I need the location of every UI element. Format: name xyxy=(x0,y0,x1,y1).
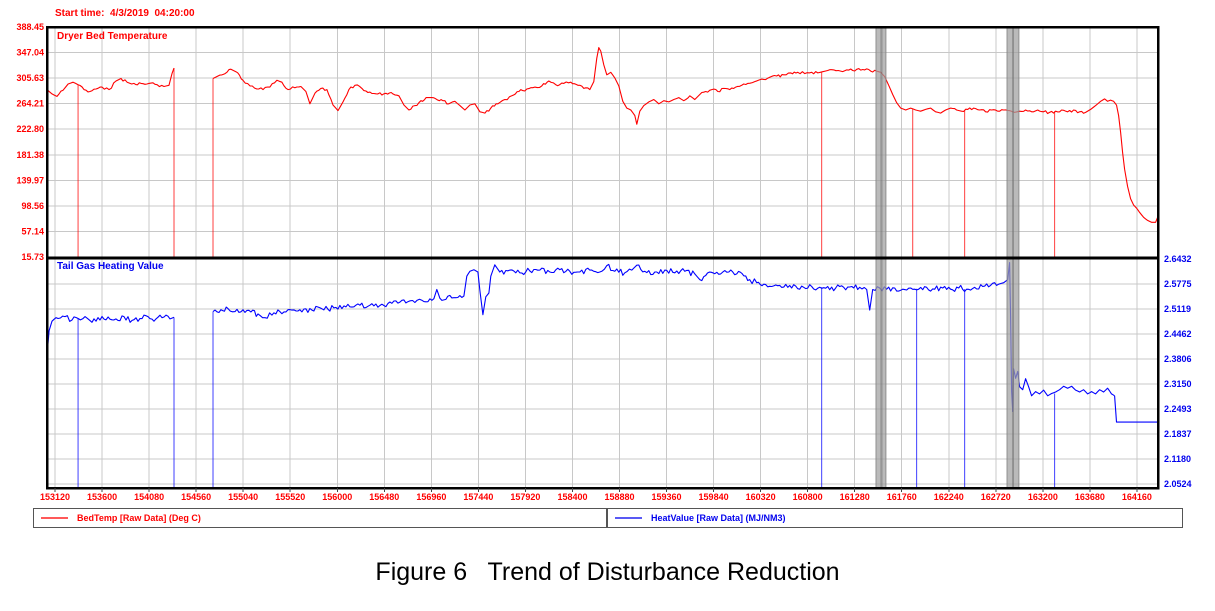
svg-text:154560: 154560 xyxy=(181,492,211,502)
svg-text:162720: 162720 xyxy=(981,492,1011,502)
svg-text:161760: 161760 xyxy=(887,492,917,502)
svg-text:2.1837: 2.1837 xyxy=(1164,429,1192,439)
svg-text:154080: 154080 xyxy=(134,492,164,502)
svg-text:158400: 158400 xyxy=(557,492,587,502)
svg-text:264.21: 264.21 xyxy=(16,99,44,109)
right-axis-labels: 2.6432 2.5775 2.5119 2.4462 2.3806 2.3150 2.24… xyxy=(1164,254,1192,489)
svg-text:139.97: 139.97 xyxy=(16,175,44,185)
svg-text:15.73: 15.73 xyxy=(21,252,44,262)
svg-text:159360: 159360 xyxy=(652,492,682,502)
svg-text:156480: 156480 xyxy=(369,492,399,502)
svg-text:153120: 153120 xyxy=(40,492,70,502)
legend-item-bedtemp: BedTemp [Raw Data] (Deg C) xyxy=(33,508,607,528)
svg-text:2.3806: 2.3806 xyxy=(1164,354,1192,364)
svg-text:160800: 160800 xyxy=(793,492,823,502)
svg-text:2.6432: 2.6432 xyxy=(1164,254,1192,264)
svg-text:160320: 160320 xyxy=(746,492,776,502)
plot-border xyxy=(45,25,1160,490)
svg-text:155040: 155040 xyxy=(228,492,258,502)
svg-text:153600: 153600 xyxy=(87,492,117,502)
svg-text:157920: 157920 xyxy=(510,492,540,502)
svg-text:163200: 163200 xyxy=(1028,492,1058,502)
svg-text:157440: 157440 xyxy=(463,492,493,502)
svg-text:156000: 156000 xyxy=(322,492,352,502)
svg-text:222.80: 222.80 xyxy=(16,124,44,134)
start-time-label: Start time: 4/3/2019 04:20:00 xyxy=(55,8,195,19)
left-axis-labels: 388.45 347.04 305.63 264.21 222.80 181.38 139.… xyxy=(16,22,44,262)
svg-text:155520: 155520 xyxy=(275,492,305,502)
svg-text:163680: 163680 xyxy=(1075,492,1105,502)
svg-text:2.4462: 2.4462 xyxy=(1164,329,1192,339)
svg-text:181.38: 181.38 xyxy=(16,150,44,160)
svg-text:57.14: 57.14 xyxy=(21,226,44,236)
svg-text:388.45: 388.45 xyxy=(16,22,44,32)
legend-item-heatvalue: HeatValue [Raw Data] (MJ/NM3) xyxy=(607,508,1183,528)
svg-text:164160: 164160 xyxy=(1122,492,1152,502)
svg-text:2.2493: 2.2493 xyxy=(1164,404,1192,414)
svg-text:2.3150: 2.3150 xyxy=(1164,379,1192,389)
trend-plot: 153120 153600 154080 154560 155040 155520 1560… xyxy=(16,22,1192,502)
panel-title-tail-gas-heating-value: Tail Gas Heating Value xyxy=(57,261,164,272)
svg-text:158880: 158880 xyxy=(604,492,634,502)
legend-label-heatvalue: HeatValue [Raw Data] (MJ/NM3) xyxy=(651,513,786,523)
x-axis-labels: 153120 153600 154080 154560 155040 155520 1560… xyxy=(40,488,1152,502)
legend-label-bedtemp: BedTemp [Raw Data] (Deg C) xyxy=(77,513,201,523)
svg-text:2.1180: 2.1180 xyxy=(1164,454,1191,464)
panel-title-dryer-bed-temperature: Dryer Bed Temperature xyxy=(57,31,168,42)
svg-text:159840: 159840 xyxy=(699,492,729,502)
svg-text:162240: 162240 xyxy=(934,492,964,502)
svg-text:156960: 156960 xyxy=(416,492,446,502)
svg-text:347.04: 347.04 xyxy=(16,48,44,58)
heatvalue-trace xyxy=(46,261,1158,488)
heatvalue-line-sample-icon xyxy=(615,517,642,519)
svg-text:161280: 161280 xyxy=(840,492,870,502)
bedtemp-trace xyxy=(46,47,1159,258)
svg-text:98.56: 98.56 xyxy=(21,201,44,211)
svg-text:2.5775: 2.5775 xyxy=(1164,279,1192,289)
svg-text:2.0524: 2.0524 xyxy=(1164,479,1192,489)
figure-caption: Figure 6 Trend of Disturbance Reduction xyxy=(375,558,840,586)
svg-text:305.63: 305.63 xyxy=(16,73,44,83)
bedtemp-line-sample-icon xyxy=(41,517,68,519)
svg-text:2.5119: 2.5119 xyxy=(1164,304,1191,314)
